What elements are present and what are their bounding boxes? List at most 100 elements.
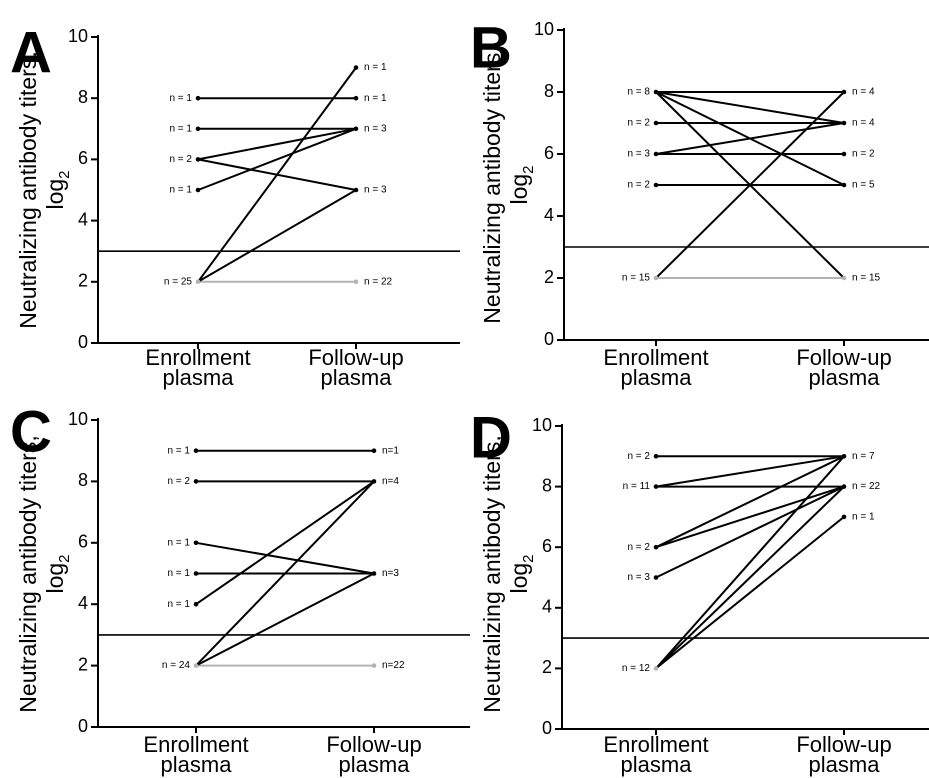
y-tick-label: 2 [78, 271, 88, 291]
data-point [195, 187, 201, 193]
series-line [655, 516, 845, 670]
data-point [193, 540, 199, 546]
data-point [353, 126, 359, 132]
data-point [653, 120, 659, 126]
y-tick-label: 6 [544, 143, 554, 163]
data-point [653, 275, 659, 281]
n-count-label: n = 8 [627, 87, 650, 98]
y-tick-label: 2 [544, 267, 554, 287]
n-count-label: n = 1 [852, 512, 875, 523]
data-point [653, 484, 659, 489]
data-point [195, 279, 201, 285]
n-count-label: n = 22 [364, 276, 393, 287]
y-tick-label: 4 [542, 597, 552, 617]
y-tick-label: 2 [78, 654, 88, 674]
data-point [653, 454, 659, 459]
n-count-label: n = 11 [623, 481, 651, 492]
data-point [841, 182, 847, 188]
y-tick-label: 8 [78, 470, 88, 490]
series-line [197, 67, 357, 283]
n-count-label: n = 2 [627, 118, 650, 129]
series-line [655, 455, 845, 488]
panel-letter: D [470, 405, 512, 470]
data-point [371, 663, 377, 668]
series-line [655, 455, 845, 670]
series-line [195, 480, 375, 667]
series-line [655, 122, 845, 155]
y-tick-label: 10 [532, 415, 552, 435]
n-count-label: n = 1 [169, 123, 192, 134]
y-tick-label: 2 [542, 657, 552, 677]
y-axis-label: Neutralizing antibody titers,log2 [15, 435, 73, 712]
n-count-label: n = 24 [162, 660, 191, 671]
y-tick-label: 10 [534, 19, 554, 39]
data-point [653, 182, 659, 188]
series-line [195, 480, 375, 606]
n-count-label: n = 4 [852, 118, 875, 129]
series-line [197, 127, 357, 191]
data-point [841, 120, 847, 126]
n-count-label: n = 3 [364, 185, 387, 196]
n-count-label: n = 2 [627, 180, 650, 191]
y-tick-label: 10 [68, 409, 88, 429]
n-count-label: n=3 [382, 568, 399, 579]
data-point [371, 479, 377, 484]
series-line [655, 485, 845, 579]
y-tick-label: 8 [544, 81, 554, 101]
n-count-label: n = 15 [852, 273, 881, 284]
y-tick-label: 4 [78, 593, 88, 613]
x-category-label: Follow-up plasma [796, 732, 891, 777]
y-tick-label: 8 [542, 475, 552, 495]
data-point [653, 89, 659, 95]
n-count-label: n = 7 [852, 451, 875, 462]
series-line [195, 541, 375, 575]
y-tick-label: 10 [68, 26, 88, 46]
data-point [841, 151, 847, 157]
y-axis-label: Neutralizing antibody titers,log2 [15, 51, 73, 328]
data-point [653, 575, 659, 580]
n-count-label: n = 2 [167, 476, 190, 487]
data-point [353, 65, 359, 70]
n-count-label: n = 1 [167, 599, 190, 610]
data-point [353, 95, 359, 101]
n-count-label: n = 3 [364, 123, 387, 134]
n-count-label: n = 1 [167, 568, 190, 579]
panel-letter: C [10, 399, 52, 464]
n-count-label: n = 1 [169, 93, 192, 104]
n-count-label: n = 4 [852, 87, 875, 98]
series-line [655, 485, 845, 549]
panel-letter: B [470, 15, 512, 80]
series-line [655, 91, 845, 279]
data-point [653, 666, 659, 671]
data-point [193, 663, 199, 668]
n-count-label: n = 1 [169, 185, 192, 196]
y-axis-label: Neutralizing antibody titers,log2 [479, 435, 537, 712]
x-category-label: Follow-up plasma [796, 345, 891, 390]
y-tick-label: 0 [78, 332, 88, 352]
data-point [353, 187, 359, 193]
series-line [655, 91, 845, 124]
y-tick-label: 0 [542, 718, 552, 738]
x-category-label: Enrollment plasma [145, 345, 250, 390]
data-point [841, 454, 847, 459]
data-point [371, 571, 377, 576]
data-point [193, 448, 199, 453]
y-tick-label: 8 [78, 87, 88, 107]
data-point [353, 279, 359, 285]
x-category-label: Enrollment plasma [603, 345, 708, 390]
series-line [655, 485, 845, 670]
n-count-label: n = 25 [164, 276, 193, 287]
n-count-label: n = 2 [627, 451, 650, 462]
data-point [193, 479, 199, 484]
n-count-label: n = 3 [627, 572, 650, 583]
x-category-label: Enrollment plasma [143, 732, 248, 777]
series-line [197, 189, 357, 283]
n-count-label: n = 5 [852, 180, 875, 191]
data-point [841, 275, 847, 281]
y-tick-label: 4 [78, 209, 88, 229]
data-point [841, 514, 847, 520]
